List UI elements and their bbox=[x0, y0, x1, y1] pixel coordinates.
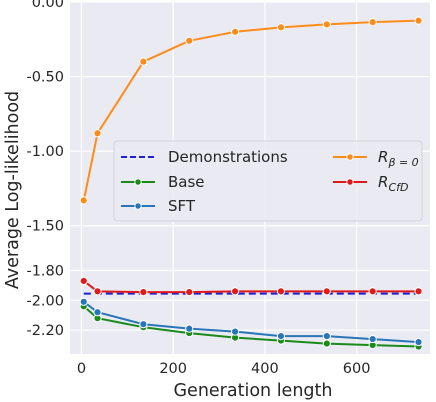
series-2-point bbox=[185, 324, 194, 333]
series-3-point bbox=[322, 20, 331, 29]
legend-label-base: Base bbox=[168, 173, 205, 191]
series-3-point bbox=[368, 18, 377, 27]
legend-entry-r-beta: Rβ = 0 bbox=[333, 148, 419, 169]
legend-entry-base: Base bbox=[121, 173, 205, 191]
series-4-point bbox=[139, 288, 148, 297]
legend-label-r-cfd: RCfD bbox=[378, 173, 408, 194]
y-tick-label: -1.50 bbox=[26, 219, 64, 235]
y-tick-label: -2.20 bbox=[26, 323, 64, 339]
x-tick-label: 600 bbox=[343, 361, 371, 377]
y-tick-label: 0.00 bbox=[32, 0, 64, 11]
y-tick-label: -0.50 bbox=[26, 70, 64, 86]
x-tick-label: 0 bbox=[77, 361, 86, 377]
series-3 bbox=[79, 16, 423, 205]
x-tick-label: 200 bbox=[159, 361, 187, 377]
y-tick-label: -1.00 bbox=[26, 144, 64, 160]
series-4-point bbox=[93, 287, 102, 296]
legend-label-sft: SFT bbox=[168, 197, 196, 215]
series-4-point bbox=[79, 276, 88, 286]
series-3-point bbox=[93, 129, 102, 138]
series-4 bbox=[79, 276, 423, 297]
series-2-point bbox=[93, 308, 102, 317]
legend-entry-demonstrations: Demonstrations bbox=[121, 148, 288, 166]
legend-label-r-beta: Rβ = 0 bbox=[378, 148, 419, 169]
series-3-point bbox=[414, 16, 423, 25]
series-3-point bbox=[185, 36, 194, 45]
series-3-point bbox=[230, 27, 240, 36]
y-tick-labels: 0.00 -0.50 -1.00 -1.50 -1.80 -2.00 -2.20 bbox=[26, 0, 64, 339]
series-2-point bbox=[79, 297, 88, 306]
series-3-point bbox=[276, 23, 286, 32]
legend-marker-r-beta bbox=[346, 153, 354, 161]
series-1-point bbox=[322, 339, 331, 348]
legend-label-demonstrations: Demonstrations bbox=[168, 148, 288, 166]
legend-box bbox=[113, 140, 423, 222]
series-2-point bbox=[368, 334, 377, 344]
series-4-point bbox=[230, 287, 240, 296]
legend-marker-sft bbox=[134, 202, 142, 210]
series-2-point bbox=[139, 320, 148, 329]
series-2-point bbox=[276, 332, 286, 341]
y-tick-label: -2.00 bbox=[26, 293, 64, 309]
x-tick-labels: 0 200 400 600 bbox=[77, 361, 371, 377]
series-4-point bbox=[276, 287, 286, 296]
y-axis-label: Average Log-likelihood bbox=[3, 91, 23, 289]
series-2 bbox=[79, 297, 423, 347]
y-tick-label: -1.80 bbox=[26, 263, 64, 279]
legend-entry-sft: SFT bbox=[121, 197, 196, 215]
x-axis-label: Generation length bbox=[174, 381, 333, 401]
legend-marker-r-cfd bbox=[346, 178, 354, 186]
series-4-point bbox=[322, 287, 331, 296]
series-3-point bbox=[139, 57, 148, 66]
series-4-point bbox=[368, 287, 377, 296]
series-2-point bbox=[322, 332, 331, 341]
series-4-point bbox=[414, 287, 423, 296]
series-4-point bbox=[185, 288, 194, 297]
series-layer bbox=[79, 16, 423, 351]
series-3-point bbox=[79, 196, 88, 205]
legend-entry-r-cfd: RCfD bbox=[333, 173, 408, 194]
series-2-point bbox=[230, 327, 240, 336]
legend-marker-base bbox=[134, 178, 142, 186]
series-2-point bbox=[414, 337, 423, 347]
legend: Demonstrations Base SFT Rβ = 0 RCfD bbox=[113, 140, 423, 222]
x-tick-label: 400 bbox=[251, 361, 279, 377]
